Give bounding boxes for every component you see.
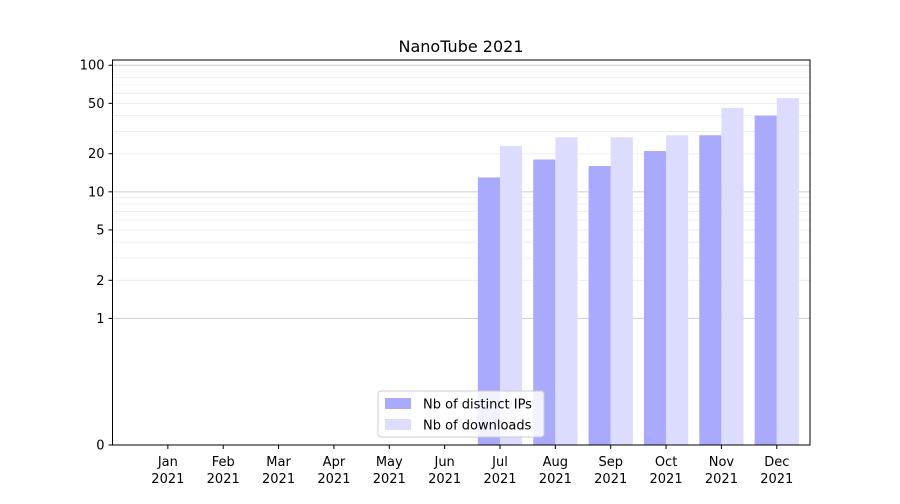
y-tick-label: 5 — [96, 223, 104, 238]
x-tick-label-year: 2021 — [317, 472, 350, 487]
y-tick-label: 1 — [96, 312, 104, 327]
bar — [776, 98, 799, 445]
bar — [610, 137, 633, 446]
bar — [666, 135, 689, 445]
x-tick-label-year: 2021 — [428, 472, 461, 487]
y-tick-label: 10 — [88, 185, 105, 200]
x-tick-label-month: Nov — [709, 455, 735, 470]
y-tick-label: 0 — [96, 439, 104, 454]
bars-layer — [477, 98, 799, 446]
y-tick-label: 2 — [96, 274, 104, 289]
y-tick-label: 50 — [88, 97, 105, 112]
x-tick-label-year: 2021 — [151, 472, 184, 487]
x-axis: Jan 2021 Feb 2021 Mar 2021 Apr 2021 May 2021 Jun 20… — [151, 445, 793, 487]
x-tick-label-year: 2021 — [539, 472, 572, 487]
x-tick-label-month: Feb — [212, 455, 235, 470]
x-tick-label-month: Sep — [598, 455, 623, 470]
bar — [754, 115, 777, 445]
x-tick-label-year: 2021 — [705, 472, 738, 487]
bar — [533, 159, 556, 445]
bar — [588, 165, 611, 446]
x-tick-label-year: 2021 — [483, 472, 516, 487]
x-tick-label-year: 2021 — [650, 472, 683, 487]
bar — [721, 107, 744, 446]
x-tick-label-month: Dec — [764, 455, 789, 470]
y-axis: 0 1 2 5 10 20 50 100 — [80, 59, 113, 454]
x-tick-label-year: 2021 — [262, 472, 295, 487]
x-tick-label-month: Mar — [266, 455, 291, 470]
x-tick-label-month: Oct — [655, 455, 677, 470]
plot-frame — [112, 59, 811, 446]
bar — [643, 151, 667, 445]
bar — [500, 146, 523, 445]
bar — [699, 135, 722, 445]
chart-title: NanoTube 2021 — [399, 37, 524, 56]
legend-box — [377, 390, 545, 438]
x-tick-label-year: 2021 — [207, 472, 240, 487]
legend-swatch — [385, 419, 411, 430]
x-tick-label-month: Jan — [157, 455, 178, 470]
grid-layer — [112, 64, 810, 319]
y-tick-label: 100 — [80, 59, 105, 74]
x-tick-label-month: May — [376, 455, 403, 470]
legend: Nb of distinct IPs Nb of downloads — [377, 390, 545, 438]
x-tick-label-month: Aug — [543, 455, 568, 470]
bar — [477, 177, 500, 446]
x-tick-label-month: Jul — [491, 455, 508, 470]
x-tick-label-year: 2021 — [373, 472, 406, 487]
x-tick-label-year: 2021 — [594, 472, 627, 487]
legend-label: Nb of distinct IPs — [423, 398, 532, 413]
x-tick-label-month: Jun — [433, 455, 454, 470]
legend-label: Nb of downloads — [423, 419, 532, 434]
x-tick-label-month: Apr — [323, 455, 346, 470]
y-tick-label: 20 — [88, 147, 105, 162]
legend-swatch — [385, 398, 411, 409]
bar — [555, 137, 578, 446]
x-tick-label-year: 2021 — [760, 472, 793, 487]
